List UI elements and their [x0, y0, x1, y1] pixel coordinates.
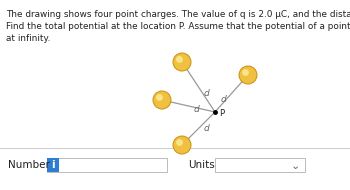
Text: P: P	[219, 108, 224, 117]
Circle shape	[153, 91, 171, 109]
Circle shape	[242, 69, 249, 76]
Text: d: d	[204, 124, 209, 133]
Text: d: d	[220, 95, 226, 104]
Text: Find the total potential at the location P. Assume that the potential of a point: Find the total potential at the location…	[6, 22, 350, 31]
Circle shape	[176, 139, 183, 146]
Text: Units: Units	[188, 160, 215, 170]
Circle shape	[239, 66, 257, 84]
Text: d: d	[194, 105, 199, 113]
Circle shape	[173, 136, 191, 154]
FancyBboxPatch shape	[215, 158, 305, 172]
FancyBboxPatch shape	[47, 158, 167, 172]
Circle shape	[176, 56, 183, 63]
Circle shape	[173, 53, 191, 71]
FancyBboxPatch shape	[47, 158, 59, 172]
Circle shape	[156, 94, 163, 101]
Text: i: i	[51, 160, 55, 170]
Text: ⌄: ⌄	[290, 161, 300, 171]
Text: The drawing shows four point charges. The value of q is 2.0 μC, and the distance: The drawing shows four point charges. Th…	[6, 10, 350, 19]
Text: d: d	[204, 89, 209, 97]
Text: at infinity.: at infinity.	[6, 34, 50, 43]
Text: Number: Number	[8, 160, 50, 170]
